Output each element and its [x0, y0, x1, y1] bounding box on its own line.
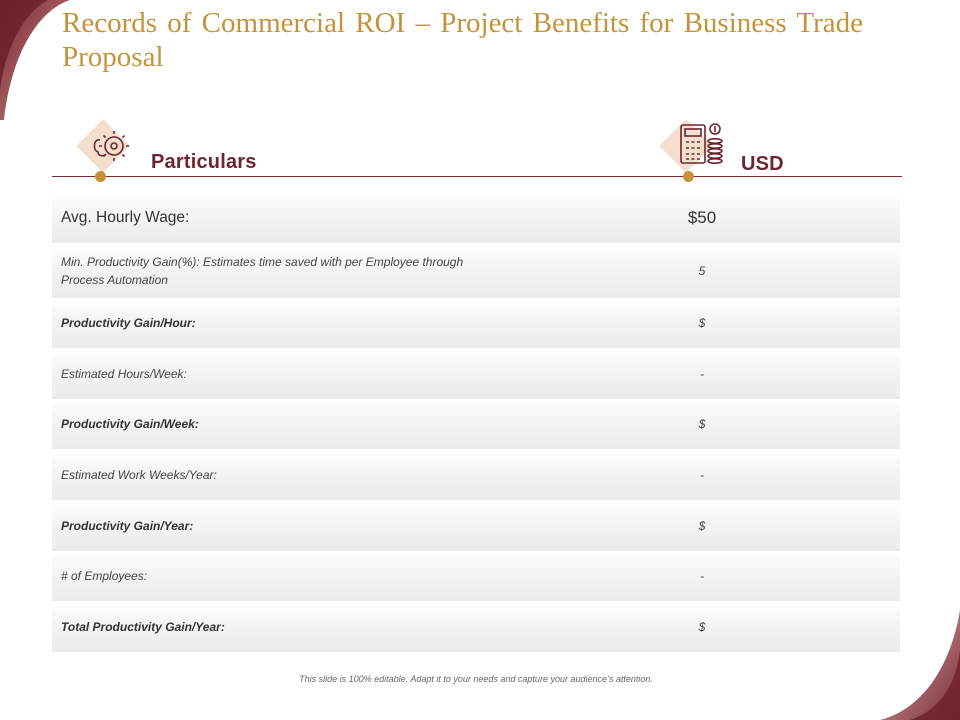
table-row: Min. Productivity Gain(%): Estimates tim…	[52, 243, 900, 298]
table-row: Avg. Hourly Wage: $50	[52, 193, 900, 243]
footer-note: This slide is 100% editable. Adapt it to…	[299, 674, 653, 684]
table-row: Productivity Gain/Week: $	[52, 399, 900, 450]
row-label: Min. Productivity Gain(%): Estimates tim…	[61, 254, 464, 287]
table-row: Estimated Hours/Week: -	[52, 348, 900, 399]
particulars-header: Particulars	[151, 151, 257, 173]
gear-brain-icon	[93, 131, 129, 161]
table-row: Productivity Gain/Hour: $	[52, 298, 900, 349]
row-label: Productivity Gain/Week:	[61, 417, 199, 432]
table-row: Total Productivity Gain/Year: $	[52, 601, 900, 652]
particulars-marker-dot	[95, 171, 106, 182]
page-title: Records of Commercial ROI – Project Bene…	[62, 7, 864, 73]
row-label: Productivity Gain/Hour:	[61, 316, 196, 331]
row-label: # of Employees:	[61, 569, 148, 584]
table-row: Estimated Work Weeks/Year: -	[52, 449, 900, 500]
bottom-right-corner-decoration	[880, 610, 960, 720]
table-row: Productivity Gain/Year: $	[52, 500, 900, 551]
row-label: Total Productivity Gain/Year:	[61, 619, 225, 634]
calculator-coins-icon	[680, 123, 723, 164]
usd-marker-dot	[683, 171, 694, 182]
roi-table: Avg. Hourly Wage: $50 Min. Productivity …	[52, 193, 900, 652]
table-row: # of Employees: -	[52, 551, 900, 602]
top-left-corner-decoration	[0, 0, 70, 120]
row-label: Estimated Work Weeks/Year:	[61, 467, 217, 482]
row-label: Avg. Hourly Wage:	[61, 209, 190, 226]
row-label: Estimated Hours/Week:	[61, 366, 187, 381]
usd-header: USD	[741, 153, 784, 175]
header-divider	[52, 176, 902, 177]
row-label: Productivity Gain/Year:	[61, 518, 194, 533]
